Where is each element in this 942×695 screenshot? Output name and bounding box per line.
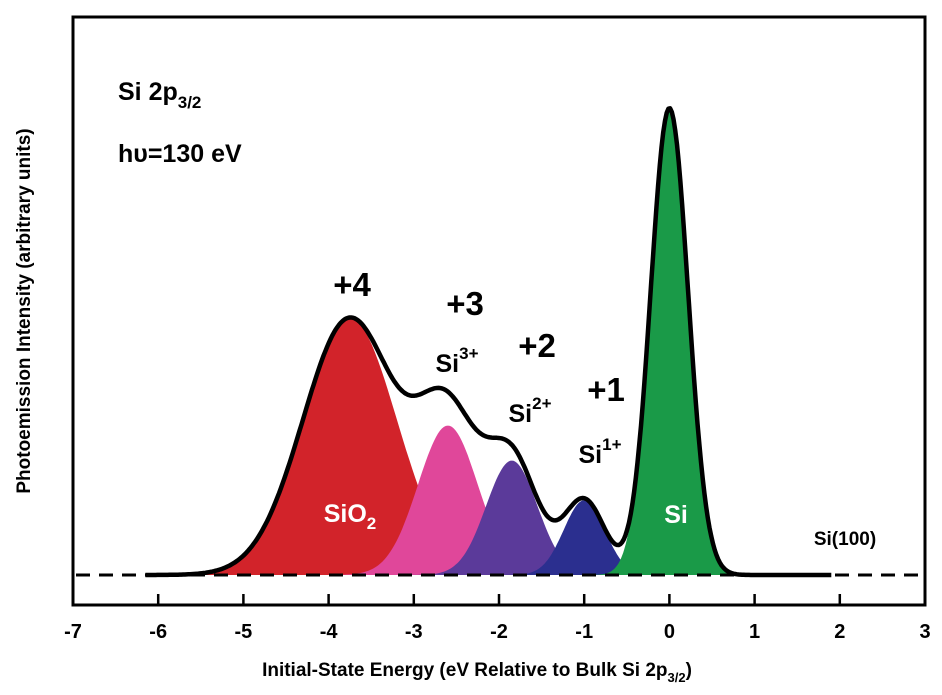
x-tick-label: -2 bbox=[490, 621, 508, 643]
annotation-core-level-main: Si 2p bbox=[118, 78, 178, 106]
species-label-si1: Si1+ bbox=[578, 435, 621, 469]
annotation-photon-energy: hυ=130 eV bbox=[118, 140, 242, 168]
species-label-sup: 2+ bbox=[532, 394, 551, 413]
species-label-main: Si bbox=[578, 441, 602, 469]
x-axis-label-main: Initial-State Energy (eV Relative to Bul… bbox=[262, 660, 667, 681]
species-label-si2: Si2+ bbox=[508, 394, 551, 428]
species-label-si3: Si3+ bbox=[435, 344, 478, 378]
species-label-sub: 2 bbox=[367, 514, 376, 533]
charge-label-si1: +1 bbox=[587, 371, 625, 408]
species-label-main: SiO bbox=[324, 500, 367, 528]
x-tick-label: 1 bbox=[749, 621, 760, 643]
x-tick-label: -4 bbox=[320, 621, 339, 643]
species-label-main: Si bbox=[435, 350, 459, 378]
sample-label: Si(100) bbox=[814, 529, 876, 550]
x-tick-label: -3 bbox=[405, 621, 423, 643]
x-tick-label: -7 bbox=[64, 621, 82, 643]
species-label-main: Si bbox=[664, 501, 688, 529]
x-tick-label: -5 bbox=[235, 621, 253, 643]
peak-si3 bbox=[328, 425, 568, 575]
peak-si1 bbox=[502, 500, 666, 575]
species-label-sup: 3+ bbox=[459, 344, 478, 363]
x-tick-label: -6 bbox=[149, 621, 167, 643]
charge-label-sio2: +4 bbox=[333, 266, 371, 303]
peak-sio2 bbox=[162, 318, 538, 575]
species-label-sup: 1+ bbox=[602, 435, 621, 454]
peak-si2 bbox=[409, 460, 614, 575]
charge-label-si2: +2 bbox=[518, 327, 556, 364]
peak-si bbox=[594, 108, 745, 575]
x-tick-label: -1 bbox=[575, 621, 593, 643]
species-label-sio2: SiO2 bbox=[324, 500, 377, 533]
x-tick-label: 3 bbox=[919, 621, 930, 643]
x-axis-label-sub: 3/2 bbox=[668, 670, 686, 685]
x-tick-label: 0 bbox=[664, 621, 675, 643]
annotation-core-level-sub: 3/2 bbox=[178, 93, 202, 112]
x-axis-label: Initial-State Energy (eV Relative to Bul… bbox=[262, 660, 692, 685]
species-label-si: Si bbox=[664, 501, 688, 529]
charge-label-si3: +3 bbox=[446, 285, 484, 322]
species-label-main: Si bbox=[508, 400, 532, 428]
x-axis-label-close: ) bbox=[686, 660, 692, 681]
y-axis-label: Photoemission Intensity (arbitrary units… bbox=[14, 128, 35, 493]
envelope-curve bbox=[144, 106, 832, 578]
annotation-core-level: Si 2p3/2 bbox=[118, 78, 201, 112]
component-peaks bbox=[162, 108, 745, 575]
x-axis-ticks: -7 -6 -5 -4 -3 -2 -1 0 1 2 3 bbox=[64, 594, 931, 643]
x-tick-label: 2 bbox=[834, 621, 845, 643]
